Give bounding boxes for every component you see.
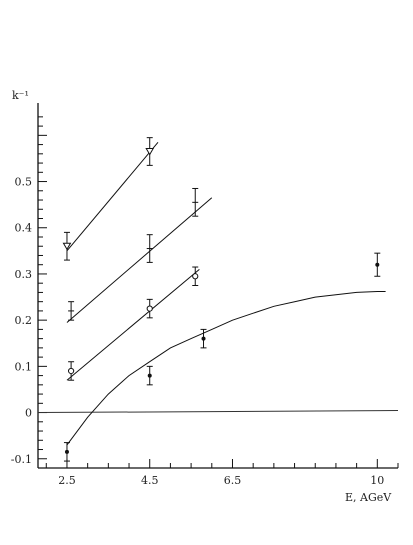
y-tick-label: 0 xyxy=(25,407,32,420)
data-point xyxy=(63,442,70,462)
marker-circle xyxy=(192,273,199,280)
fit-line-series-3 xyxy=(66,268,200,381)
fit-line-series-2 xyxy=(66,197,213,323)
x-axis-label: E, AGeV xyxy=(345,491,392,504)
data-point xyxy=(192,266,199,286)
y-tick-label: 0.4 xyxy=(15,222,33,235)
marker-dot xyxy=(201,336,206,341)
y-tick-label: 0.1 xyxy=(15,360,33,373)
data-point xyxy=(146,365,153,386)
x-tick-label: 6.5 xyxy=(224,474,242,487)
data-point xyxy=(146,298,153,319)
marker-circle xyxy=(146,305,153,312)
data-point xyxy=(145,137,155,166)
y-axis-label: k⁻¹ xyxy=(12,89,29,102)
data-point xyxy=(200,328,207,349)
zero-reference-line xyxy=(37,410,399,414)
marker-triangle xyxy=(145,148,155,156)
marker-dot xyxy=(375,262,380,267)
zero-line xyxy=(37,410,399,414)
x-tick-label: 10 xyxy=(370,474,384,487)
y-tick-label: 0.3 xyxy=(15,268,33,281)
marker-circle xyxy=(68,367,75,375)
marker-dot xyxy=(64,449,69,454)
fit-line-series-1 xyxy=(66,141,159,252)
y-tick-label: -0.1 xyxy=(11,453,32,466)
data-point xyxy=(374,252,381,277)
marker-dot xyxy=(147,373,152,378)
y-tick-label: 0.2 xyxy=(15,314,33,327)
x-tick-label: 2.5 xyxy=(58,474,76,487)
fit-lines xyxy=(66,141,386,446)
x-tick-label: 4.5 xyxy=(141,474,159,487)
marker-triangle xyxy=(62,242,72,251)
y-tick-label: 0.5 xyxy=(15,176,33,189)
data-point xyxy=(62,231,72,261)
data-point xyxy=(146,234,153,263)
data-point xyxy=(68,361,75,381)
data-point xyxy=(68,301,75,321)
axes: -0.1 0 0.1 0.2 0.3 0.4 0.5 2.5 4.5 6.5 10 xyxy=(11,103,399,487)
fit-curve-series-4 xyxy=(66,291,386,446)
data-point xyxy=(192,187,199,217)
data-points xyxy=(62,137,381,462)
